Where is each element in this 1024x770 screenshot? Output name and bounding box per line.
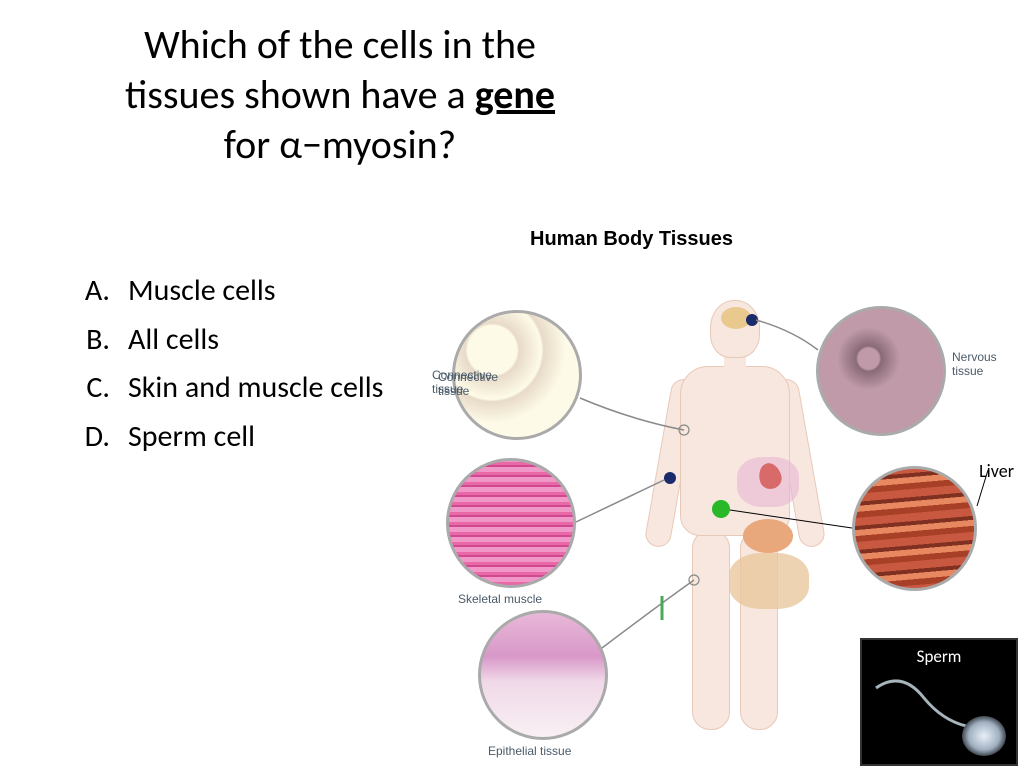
label-nervous: Nervous tissue — [952, 350, 997, 378]
tissue-nervous — [816, 306, 946, 436]
sperm-box: Sperm — [860, 638, 1018, 766]
tissue-epithelial — [478, 610, 608, 740]
title-line3-pre: for — [224, 120, 279, 169]
label-skeletal: Skeletal muscle — [458, 592, 542, 606]
option-d[interactable]: D. Sperm cell — [60, 414, 420, 461]
body-torso — [680, 366, 790, 536]
answer-options: A. Muscle cells B. All cells C. Skin and… — [60, 268, 420, 462]
body-leg-left — [692, 530, 730, 730]
title-line2-pre: tissues shown have a — [125, 70, 475, 119]
diagram-heading: Human Body Tissues — [530, 228, 733, 251]
dot-liver — [712, 500, 730, 518]
sperm-icon — [862, 640, 1020, 768]
dot-brain — [746, 314, 758, 326]
option-b[interactable]: B. All cells — [60, 317, 420, 364]
option-a[interactable]: A. Muscle cells — [60, 268, 420, 315]
option-text: Muscle cells — [128, 268, 420, 315]
label-liver: Liver — [979, 460, 1014, 482]
label-epithelial: Epithelial tissue — [488, 744, 571, 758]
body-silhouette — [648, 300, 818, 730]
option-letter: C. — [60, 365, 128, 412]
title-gene: gene — [475, 70, 555, 119]
option-text: All cells — [128, 317, 420, 364]
organ-stomach — [743, 519, 793, 553]
title-alpha: α− — [279, 120, 322, 169]
organ-intestines — [729, 553, 809, 609]
tissue-liver — [852, 466, 977, 591]
option-letter: A. — [60, 268, 128, 315]
option-text: Skin and muscle cells — [128, 365, 420, 412]
option-letter: D. — [60, 414, 128, 461]
option-letter: B. — [60, 317, 128, 364]
tissue-skeletal — [446, 458, 576, 588]
dot-arm — [664, 472, 676, 484]
option-text: Sperm cell — [128, 414, 420, 461]
title-line3-post: myosin? — [322, 120, 456, 169]
title-line1: Which of the cells in the — [144, 20, 536, 69]
body-head — [710, 300, 760, 358]
label-connective2: Connective tissue — [432, 368, 492, 396]
body-diagram: Connective tissue Connective tissue Skel… — [432, 290, 1022, 770]
option-c[interactable]: C. Skin and muscle cells — [60, 365, 420, 412]
question-title: Which of the cells in the tissues shown … — [80, 20, 600, 170]
